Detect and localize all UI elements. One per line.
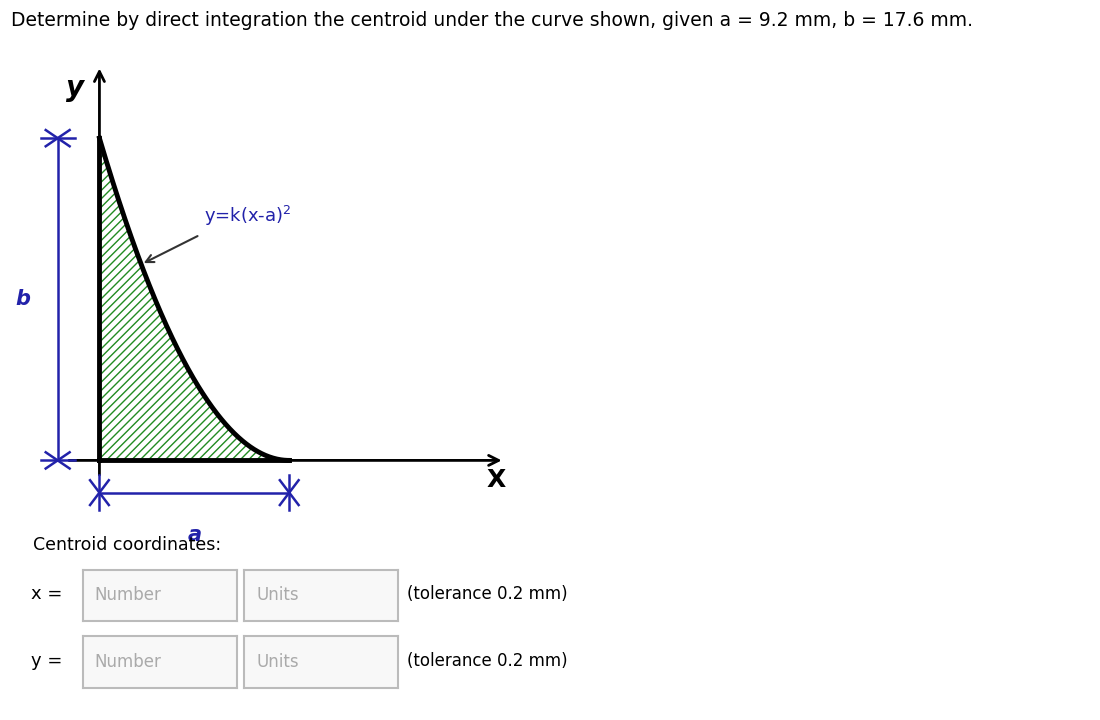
Text: Number: Number [95, 586, 162, 605]
Text: Determine by direct integration the centroid under the curve shown, given a = 9.: Determine by direct integration the cent… [11, 11, 974, 30]
Text: Units: Units [256, 586, 299, 605]
Text: X: X [486, 468, 506, 492]
Text: b: b [15, 289, 31, 310]
Text: Number: Number [95, 654, 162, 671]
Text: y=k(x-a)$^2$: y=k(x-a)$^2$ [204, 204, 292, 228]
Text: Centroid coordinates:: Centroid coordinates: [33, 536, 221, 554]
Text: a: a [187, 525, 201, 544]
Text: y: y [66, 73, 85, 102]
Text: (tolerance 0.2 mm): (tolerance 0.2 mm) [407, 585, 568, 603]
Text: x =: x = [31, 585, 63, 603]
Text: (tolerance 0.2 mm): (tolerance 0.2 mm) [407, 652, 568, 670]
Text: Units: Units [256, 654, 299, 671]
Text: y =: y = [31, 652, 63, 670]
